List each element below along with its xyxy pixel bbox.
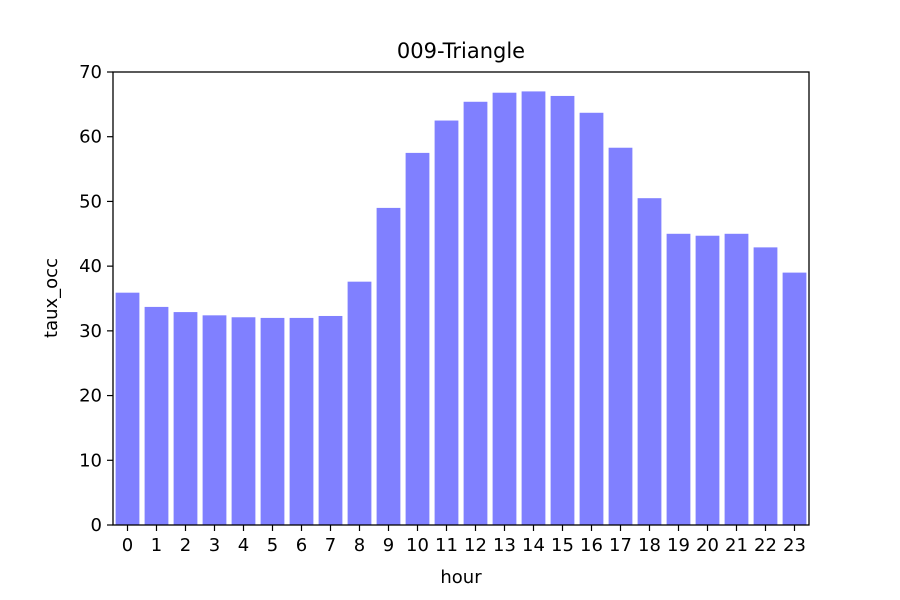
y-tick-label: 30 (79, 321, 102, 342)
x-tick-label: 20 (696, 535, 719, 556)
x-tick-label: 23 (783, 535, 806, 556)
bar-hour-14 (521, 91, 546, 525)
y-tick-label: 50 (79, 191, 102, 212)
x-tick-label: 4 (238, 535, 249, 556)
x-tick-label: 13 (493, 535, 516, 556)
bar-hour-4 (231, 317, 256, 525)
x-tick-label: 6 (296, 535, 307, 556)
bar-hour-2 (173, 312, 198, 525)
x-axis-label: hour (440, 567, 482, 588)
x-tick-label: 2 (180, 535, 191, 556)
bar-hour-18 (637, 198, 662, 525)
plot-frame (112, 71, 810, 526)
bar-hour-23 (782, 272, 807, 525)
bar-hour-10 (405, 152, 430, 525)
x-tick-label: 12 (464, 535, 487, 556)
x-tick-label: 10 (406, 535, 429, 556)
bar-hour-8 (347, 281, 372, 525)
y-tick-label: 40 (79, 256, 102, 277)
x-tick-label: 0 (122, 535, 133, 556)
bar-hour-22 (753, 247, 778, 525)
x-tick-label: 17 (609, 535, 632, 556)
x-tick-label: 14 (522, 535, 545, 556)
y-tick-label: 10 (79, 450, 102, 471)
x-tick-label: 19 (667, 535, 690, 556)
y-tick-label: 20 (79, 386, 102, 407)
x-tick-label: 21 (725, 535, 748, 556)
bar-hour-13 (492, 92, 517, 526)
x-axis: 0 1 2 3 4 5 6 7 8 9 10 11 12 13 14 15 16 17 18 19 20 21 22 23 (122, 525, 806, 556)
bar-hour-0 (115, 292, 140, 525)
x-tick-label: 22 (754, 535, 777, 556)
bar-hour-11 (434, 120, 459, 525)
x-tick-label: 7 (325, 535, 336, 556)
bar-hour-16 (579, 112, 604, 526)
y-axis: 0 10 20 30 40 50 60 70 (79, 62, 113, 536)
x-tick-label: 3 (209, 535, 220, 556)
bar-hour-1 (144, 306, 169, 525)
bars-layer (115, 91, 807, 526)
bar-hour-15 (550, 95, 575, 525)
chart-title: 009-Triangle (397, 39, 525, 63)
x-tick-label: 5 (267, 535, 278, 556)
x-tick-label: 9 (383, 535, 394, 556)
y-tick-label: 70 (79, 62, 102, 83)
bar-hour-9 (376, 207, 401, 525)
bar-hour-3 (202, 315, 227, 525)
x-tick-label: 11 (435, 535, 458, 556)
bar-hour-19 (666, 233, 691, 526)
bar-hour-21 (724, 233, 749, 526)
bar-hour-6 (289, 317, 314, 525)
x-tick-label: 1 (151, 535, 162, 556)
x-tick-label: 18 (638, 535, 661, 556)
bar-hour-7 (318, 315, 343, 525)
y-tick-label: 0 (91, 515, 102, 536)
y-axis-label: taux_occ (41, 258, 62, 338)
bar-hour-20 (695, 235, 720, 526)
x-tick-label: 8 (354, 535, 365, 556)
bar-hour-17 (608, 147, 633, 525)
y-tick-label: 60 (79, 127, 102, 148)
x-tick-label: 16 (580, 535, 603, 556)
bar-hour-5 (260, 317, 285, 525)
x-tick-label: 15 (551, 535, 574, 556)
bar-hour-12 (463, 101, 488, 526)
